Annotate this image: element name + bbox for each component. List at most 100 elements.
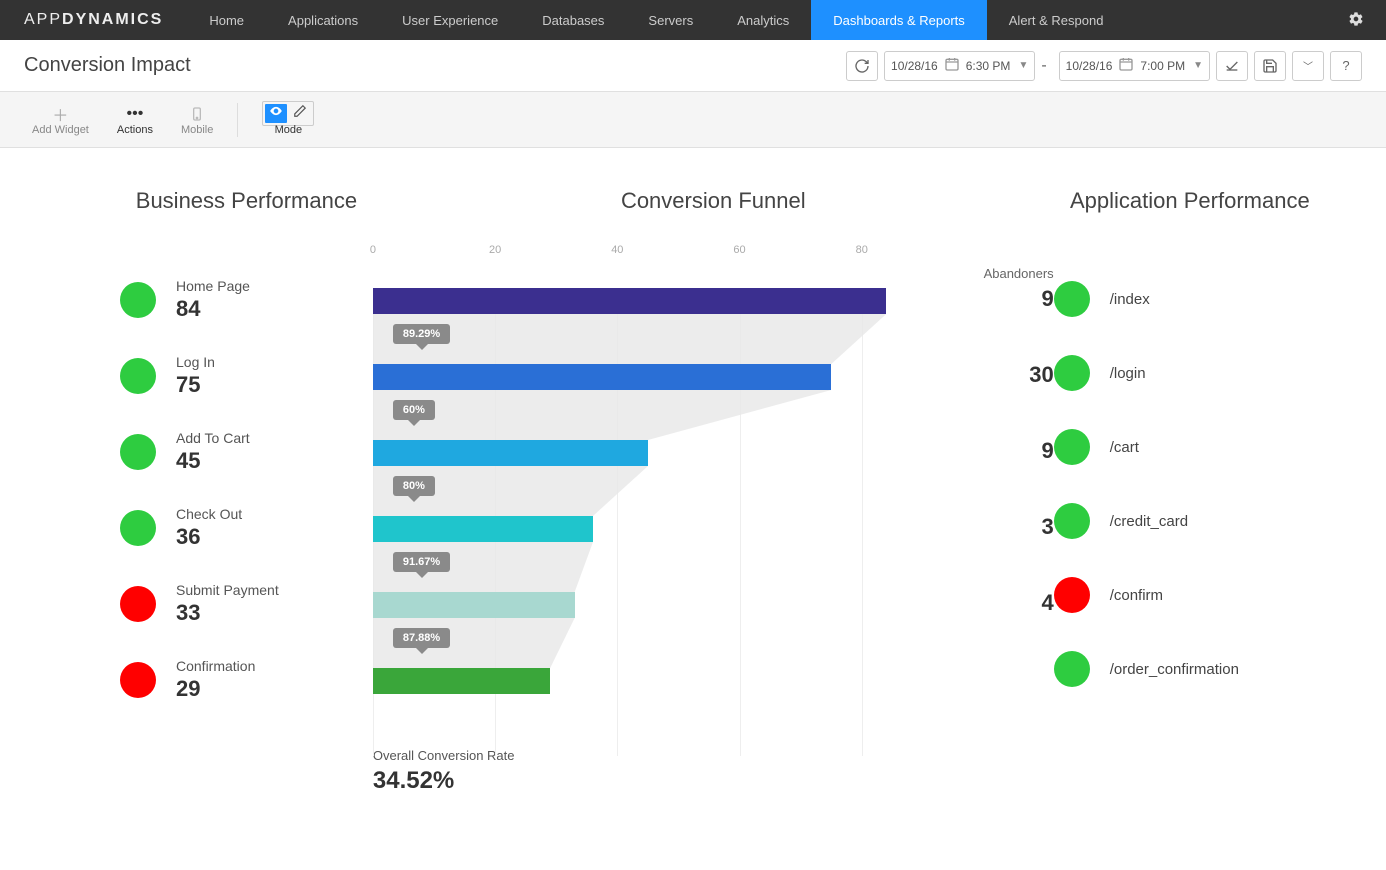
refresh-button[interactable] bbox=[846, 51, 878, 81]
help-label: ? bbox=[1342, 58, 1349, 73]
help-button[interactable]: ? bbox=[1330, 51, 1362, 81]
status-dot bbox=[1054, 281, 1090, 317]
business-step-text: Confirmation 29 bbox=[176, 658, 255, 702]
funnel-step-row: 391.67% bbox=[373, 500, 1054, 576]
mobile-icon bbox=[189, 104, 205, 124]
business-step-row: Check Out 36 bbox=[120, 490, 373, 566]
application-step-row: /order_confirmation bbox=[1054, 632, 1326, 706]
sub-header: Conversion Impact 10/28/16 6:30 PM ▼ - 1… bbox=[0, 40, 1386, 92]
application-step-row: /cart bbox=[1054, 410, 1326, 484]
conversion-badge: 80% bbox=[393, 476, 435, 496]
funnel-step-row: 980% bbox=[373, 424, 1054, 500]
step-label: Add To Cart bbox=[176, 430, 250, 446]
business-title: Business Performance bbox=[120, 188, 373, 214]
business-performance-column: Business Performance Home Page 84 Log In… bbox=[120, 188, 373, 795]
status-dot bbox=[1054, 429, 1090, 465]
step-value: 33 bbox=[176, 600, 279, 626]
nav-item-home[interactable]: Home bbox=[187, 0, 266, 40]
step-label: Confirmation bbox=[176, 658, 255, 674]
app-path: /credit_card bbox=[1110, 513, 1188, 530]
more-dropdown[interactable]: ﹀ bbox=[1292, 51, 1324, 81]
business-step-text: Add To Cart 45 bbox=[176, 430, 250, 474]
status-dot bbox=[1054, 355, 1090, 391]
funnel-chart: 020406080 Abandoners 989.29%3060%980%391… bbox=[373, 234, 1054, 795]
mode-toggle[interactable]: Mode bbox=[248, 104, 328, 136]
nav-item-alert-respond[interactable]: Alert & Respond bbox=[987, 0, 1126, 40]
funnel-bar bbox=[373, 364, 831, 390]
date-from-time: 6:30 PM bbox=[966, 59, 1011, 73]
mobile-button[interactable]: Mobile bbox=[167, 104, 227, 136]
nav-item-analytics[interactable]: Analytics bbox=[715, 0, 811, 40]
business-step-row: Confirmation 29 bbox=[120, 642, 373, 718]
abandoners-value: 30 bbox=[1029, 362, 1053, 388]
funnel-bar bbox=[373, 288, 886, 314]
save-button[interactable] bbox=[1254, 51, 1286, 81]
status-dot bbox=[120, 282, 156, 318]
plus-icon: ＋ bbox=[52, 104, 68, 124]
nav-item-applications[interactable]: Applications bbox=[266, 0, 380, 40]
application-step-row: /credit_card bbox=[1054, 484, 1326, 558]
nav-item-servers[interactable]: Servers bbox=[626, 0, 715, 40]
step-label: Submit Payment bbox=[176, 582, 279, 598]
date-range-separator: - bbox=[1041, 57, 1046, 75]
status-dot bbox=[120, 586, 156, 622]
status-dot bbox=[120, 358, 156, 394]
actions-button[interactable]: ••• Actions bbox=[103, 104, 167, 136]
status-dot bbox=[1054, 503, 1090, 539]
funnel-x-axis: 020406080 bbox=[373, 244, 923, 264]
page-title: Conversion Impact bbox=[24, 54, 191, 77]
business-step-text: Log In 75 bbox=[176, 354, 215, 398]
date-to-time: 7:00 PM bbox=[1140, 59, 1185, 73]
conversion-badge: 87.88% bbox=[393, 628, 450, 648]
funnel-step-row bbox=[373, 652, 1054, 728]
apply-button[interactable] bbox=[1216, 51, 1248, 81]
app-path: /index bbox=[1110, 291, 1150, 308]
funnel-bar bbox=[373, 592, 575, 618]
funnel-bar bbox=[373, 440, 648, 466]
logo: APPDYNAMICS bbox=[0, 11, 187, 29]
x-axis-tick: 0 bbox=[370, 244, 376, 256]
add-widget-label: Add Widget bbox=[32, 124, 89, 136]
app-path: /cart bbox=[1110, 439, 1139, 456]
add-widget-button[interactable]: ＋ Add Widget bbox=[18, 104, 103, 136]
funnel-bar bbox=[373, 668, 550, 694]
app-path: /confirm bbox=[1110, 587, 1163, 604]
logo-thin: APP bbox=[24, 11, 62, 28]
application-title: Application Performance bbox=[1054, 188, 1326, 214]
funnel-step-row: 3060% bbox=[373, 348, 1054, 424]
date-from-picker[interactable]: 10/28/16 6:30 PM ▼ bbox=[884, 51, 1035, 81]
x-axis-tick: 20 bbox=[489, 244, 501, 256]
application-step-row: /index bbox=[1054, 262, 1326, 336]
x-axis-tick: 60 bbox=[733, 244, 745, 256]
funnel-step-row: 487.88% bbox=[373, 576, 1054, 652]
application-step-row: /login bbox=[1054, 336, 1326, 410]
x-axis-tick: 80 bbox=[856, 244, 868, 256]
mode-icon-group bbox=[262, 104, 314, 124]
step-label: Log In bbox=[176, 354, 215, 370]
funnel-step-row: 989.29% bbox=[373, 272, 1054, 348]
funnel-title: Conversion Funnel bbox=[373, 188, 1054, 214]
business-step-row: Home Page 84 bbox=[120, 262, 373, 338]
dashboard-toolbar: ＋ Add Widget ••• Actions Mobile Mode bbox=[0, 92, 1386, 148]
step-value: 36 bbox=[176, 524, 242, 550]
status-dot bbox=[1054, 651, 1090, 687]
status-dot bbox=[120, 510, 156, 546]
nav-item-user-experience[interactable]: User Experience bbox=[380, 0, 520, 40]
nav-item-dashboards-reports[interactable]: Dashboards & Reports bbox=[811, 0, 987, 40]
mode-label: Mode bbox=[275, 124, 303, 136]
settings-gear-icon[interactable] bbox=[1326, 11, 1386, 30]
application-performance-column: Application Performance /index /login /c… bbox=[1054, 188, 1326, 795]
eye-icon bbox=[265, 104, 287, 123]
nav-item-databases[interactable]: Databases bbox=[520, 0, 626, 40]
top-nav: APPDYNAMICS HomeApplicationsUser Experie… bbox=[0, 0, 1386, 40]
toolbar-divider bbox=[237, 103, 238, 137]
date-to-picker[interactable]: 10/28/16 7:00 PM ▼ bbox=[1059, 51, 1210, 81]
step-value: 45 bbox=[176, 448, 250, 474]
business-step-row: Submit Payment 33 bbox=[120, 566, 373, 642]
overall-value: 34.52% bbox=[373, 767, 1054, 795]
conversion-badge: 89.29% bbox=[393, 324, 450, 344]
nav-items: HomeApplicationsUser ExperienceDatabases… bbox=[187, 0, 1125, 40]
step-value: 84 bbox=[176, 296, 250, 322]
status-dot bbox=[120, 662, 156, 698]
pencil-icon bbox=[289, 104, 311, 123]
